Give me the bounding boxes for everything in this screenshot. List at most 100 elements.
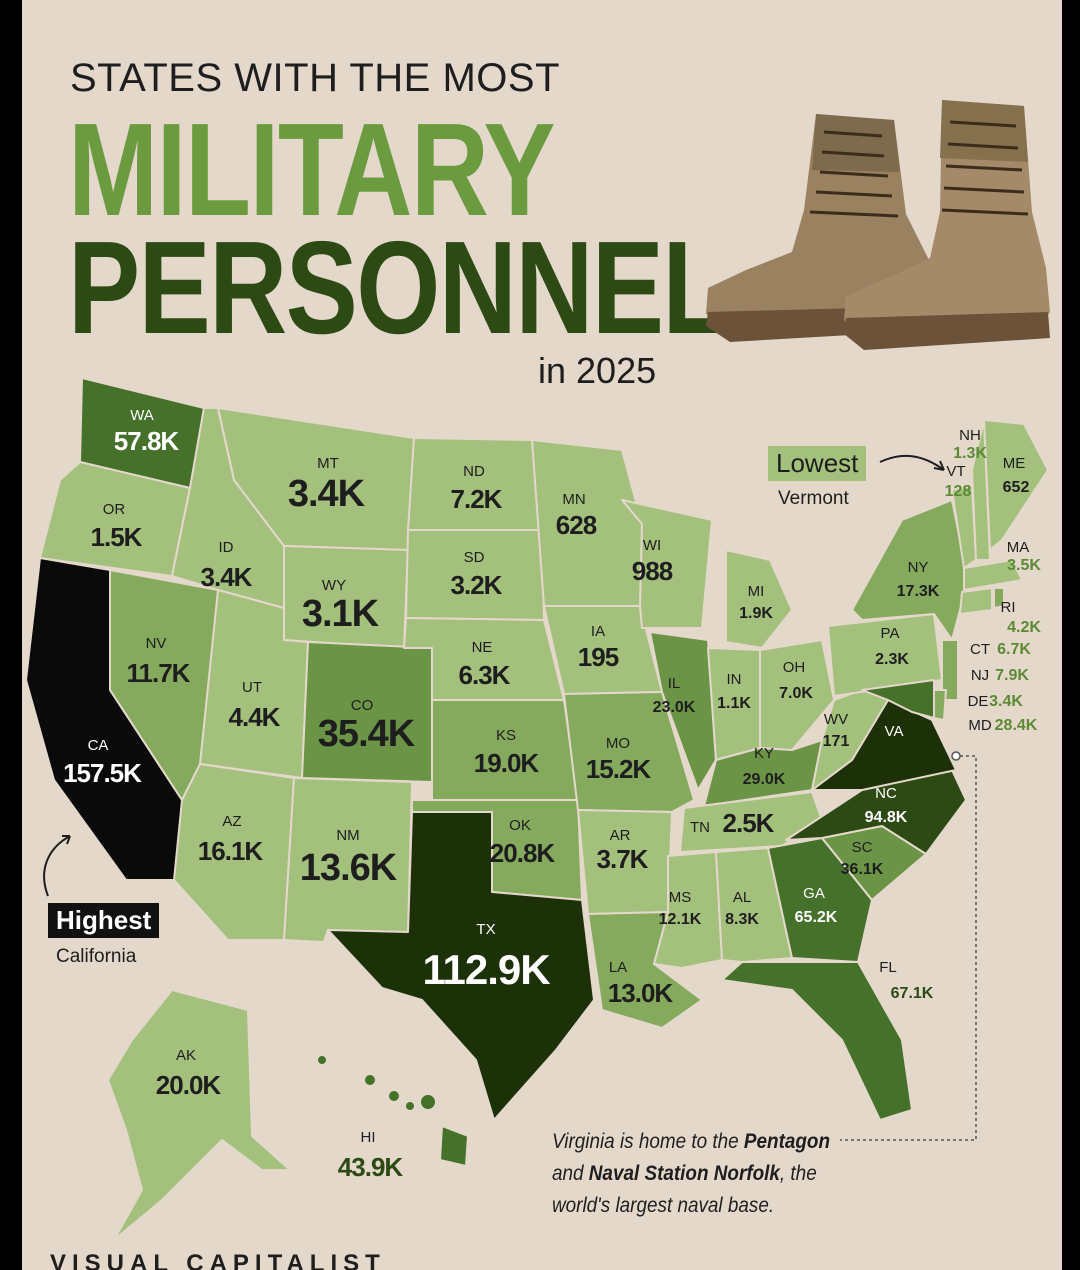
state-value-MS: 12.1K [659, 911, 702, 928]
state-value-RI: 4.2K [1007, 619, 1041, 636]
state-abbr-DE: DE [968, 693, 989, 710]
state-abbr-MO: MO [606, 735, 630, 752]
state-HI[interactable] [316, 1054, 469, 1167]
state-AK[interactable] [107, 989, 291, 1241]
state-DE[interactable] [933, 689, 947, 721]
state-abbr-NC: NC [875, 785, 897, 802]
state-MO[interactable] [563, 691, 695, 813]
state-abbr-NM: NM [336, 827, 359, 844]
state-value-IN: 1.1K [717, 695, 751, 712]
state-NJ[interactable] [941, 639, 959, 701]
state-abbr-GA: GA [803, 885, 825, 902]
state-WI[interactable] [621, 499, 713, 629]
state-value-NM: 13.6K [300, 847, 398, 889]
state-TX[interactable] [327, 811, 595, 1121]
note-text-2: and [552, 1162, 589, 1185]
title-military: MILITARY [68, 96, 556, 243]
title-line-1: STATES WITH THE MOST [70, 56, 560, 100]
state-abbr-TX: TX [476, 921, 495, 938]
state-value-MI: 1.9K [739, 605, 773, 622]
note-text-3: , the world's largest naval base. [552, 1162, 817, 1217]
footer-brand: VISUAL CAPITALIST [50, 1250, 386, 1270]
state-abbr-MI: MI [748, 583, 765, 600]
state-value-VT: 128 [945, 483, 972, 500]
state-abbr-AL: AL [733, 889, 751, 906]
state-MD[interactable] [861, 679, 935, 719]
state-abbr-NE: NE [472, 639, 493, 656]
state-abbr-ND: ND [463, 463, 485, 480]
state-abbr-IA: IA [591, 623, 605, 640]
state-value-MA: 3.5K [1007, 557, 1041, 574]
highest-state: California [56, 946, 137, 967]
state-abbr-WI: WI [643, 537, 661, 554]
state-value-NY: 17.3K [897, 583, 940, 600]
state-abbr-KS: KS [496, 727, 516, 744]
state-abbr-TN: TN [690, 819, 710, 836]
state-MI[interactable] [725, 549, 793, 649]
state-value-AZ: 16.1K [198, 836, 264, 866]
state-value-MN: 628 [556, 510, 597, 540]
state-value-ID: 3.4K [201, 562, 253, 592]
state-FL[interactable] [721, 961, 913, 1121]
state-value-CT: 6.7K [997, 641, 1031, 658]
state-abbr-VT: VT [946, 463, 965, 480]
state-value-ND: 7.2K [451, 484, 503, 514]
state-value-FL: 67.1K [891, 985, 934, 1002]
state-value-CO: 35.4K [318, 713, 416, 755]
boots-illustration [706, 100, 1050, 350]
state-value-NH: 1.3K [953, 445, 987, 462]
state-value-KS: 19.0K [474, 748, 540, 778]
state-value-AR: 3.7K [597, 844, 649, 874]
state-CT[interactable] [959, 587, 993, 615]
state-abbr-OH: OH [783, 659, 806, 676]
state-ME[interactable] [983, 419, 1049, 551]
state-abbr-CO: CO [351, 697, 374, 714]
title-year: in 2025 [538, 350, 657, 391]
state-value-MT: 3.4K [288, 473, 366, 515]
state-abbr-ID: ID [219, 539, 234, 556]
state-value-NE: 6.3K [459, 660, 511, 690]
state-value-IL: 23.0K [653, 699, 696, 716]
state-value-CA: 157.5K [63, 758, 142, 788]
state-value-OH: 7.0K [779, 685, 813, 702]
state-value-MD: 28.4K [995, 717, 1038, 734]
highest-arrow [43, 835, 71, 897]
state-value-UT: 4.4K [229, 702, 281, 732]
state-value-WI: 988 [632, 556, 673, 586]
state-value-GA: 65.2K [795, 909, 838, 926]
state-abbr-MS: MS [669, 889, 692, 906]
note-bold-pentagon: Pentagon [743, 1130, 831, 1153]
lowest-badge: Lowest [768, 446, 867, 481]
state-OH[interactable] [759, 639, 835, 751]
note-text-1: Virginia is home to the [552, 1130, 744, 1153]
state-abbr-VA: VA [885, 723, 904, 740]
state-abbr-KY: KY [754, 745, 774, 762]
lowest-state: Vermont [778, 488, 849, 509]
state-value-OR: 1.5K [91, 522, 143, 552]
state-abbr-RI: RI [1001, 599, 1016, 616]
state-value-TN: 2.5K [723, 808, 775, 838]
state-AL[interactable] [715, 847, 793, 963]
state-abbr-NY: NY [908, 559, 929, 576]
lowest-arrowhead [933, 460, 945, 471]
state-abbr-SC: SC [852, 839, 873, 856]
infographic-canvas: STATES WITH THE MOST MILITARY PERSONNEL … [22, 0, 1062, 1270]
state-abbr-LA: LA [609, 959, 627, 976]
state-abbr-AK: AK [176, 1047, 196, 1064]
state-value-NJ: 7.9K [995, 667, 1029, 684]
state-MA[interactable] [963, 559, 1023, 591]
state-IL[interactable] [649, 631, 717, 791]
state-RI[interactable] [993, 587, 1005, 609]
state-abbr-WY: WY [322, 577, 346, 594]
state-abbr-MN: MN [562, 491, 585, 508]
state-abbr-IL: IL [668, 675, 681, 692]
title-personnel: PERSONNEL [68, 214, 728, 361]
state-value-NC: 94.8K [865, 809, 908, 826]
state-abbr-SD: SD [464, 549, 485, 566]
state-abbr-OK: OK [509, 817, 531, 834]
state-value-OK: 20.8K [490, 838, 556, 868]
state-OR[interactable] [39, 461, 191, 577]
boot-right-icon [844, 100, 1050, 350]
state-abbr-IN: IN [727, 671, 742, 688]
state-value-PA: 2.3K [875, 651, 909, 668]
